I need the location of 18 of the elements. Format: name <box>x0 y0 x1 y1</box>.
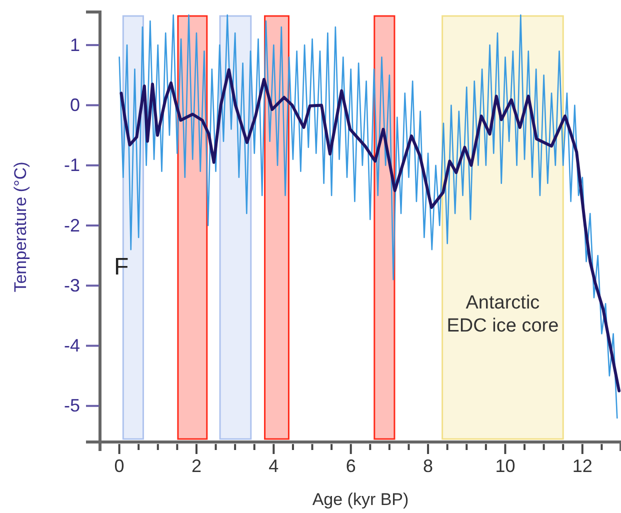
y-tick-label: 1 <box>70 34 80 55</box>
annotation: F <box>114 253 129 280</box>
x-tick-label: 2 <box>191 456 202 476</box>
y-axis-title: Temperature (°C) <box>11 162 30 292</box>
y-tick-label: -3 <box>64 275 80 296</box>
x-axis-title: Age (kyr BP) <box>312 490 409 509</box>
y-tick-label: -2 <box>64 215 80 236</box>
x-tick-label: 0 <box>114 456 124 476</box>
x-tick-label: 6 <box>346 456 356 476</box>
x-tick-label: 4 <box>268 456 279 476</box>
y-tick-label: 0 <box>70 94 80 115</box>
y-tick-label: -4 <box>64 336 80 356</box>
band-label: Antarctic EDC ice core <box>446 292 559 337</box>
y-tick-label: -1 <box>64 155 80 176</box>
x-tick-label: 10 <box>495 456 516 476</box>
x-tick-label: 8 <box>423 456 434 476</box>
y-tick-label: -5 <box>64 396 80 416</box>
x-tick-label: 12 <box>572 456 592 476</box>
